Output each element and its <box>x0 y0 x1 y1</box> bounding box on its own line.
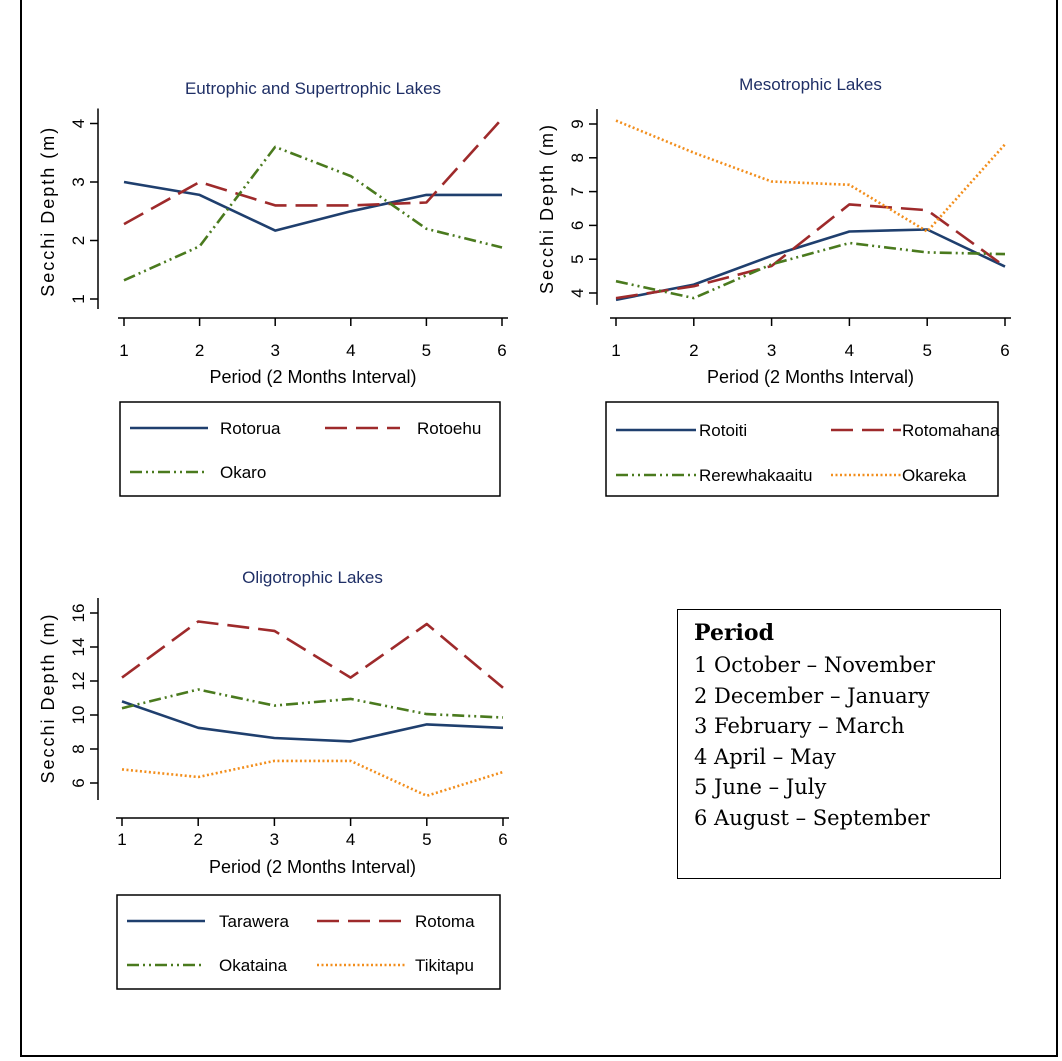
series-line-okaro <box>123 145 503 282</box>
x-tick-label: 3 <box>270 341 279 360</box>
x-tick-label: 2 <box>689 341 698 360</box>
legend-label: Rotoiti <box>699 421 747 440</box>
chart-2: Mesotrophic Lakes 4 5 6 7 8 9 1 2 3 4 5 6 Period (2 M… <box>537 75 1011 497</box>
y-axis-title: Secchi Depth (m) <box>537 123 557 294</box>
series-line-rotoehu <box>123 117 503 226</box>
legend-label: Rotoma <box>415 912 475 931</box>
y-tick-label: 12 <box>69 672 88 691</box>
legend-box <box>119 401 501 497</box>
legend-label: Rotorua <box>220 419 281 438</box>
legend-label: Okareka <box>902 466 967 485</box>
period-box-title: Period <box>694 620 774 646</box>
y-axis-title: Secchi Depth (m) <box>38 126 58 297</box>
x-tick-label: 5 <box>922 341 931 360</box>
x-tick-label: 6 <box>1000 341 1009 360</box>
legend-label: Okaro <box>220 463 266 482</box>
x-axis-title: Period (2 Months Interval) <box>209 857 416 877</box>
x-tick-label: 5 <box>422 341 431 360</box>
chart-title: Eutrophic and Supertrophic Lakes <box>185 79 441 98</box>
legend: Rotoiti Rotomahana Rerewhakaaitu Okareka <box>605 401 1000 497</box>
x-tick-label: 2 <box>193 830 202 849</box>
series-line-rotomahana <box>615 203 1006 300</box>
legend-box <box>116 894 501 990</box>
y-tick-label: 16 <box>69 604 88 623</box>
legend-label: Okataina <box>219 956 288 975</box>
figure-frame <box>20 0 1058 1057</box>
y-tick-label: 3 <box>69 177 88 186</box>
series-line-tikitapu <box>121 759 504 798</box>
period-item-1: 1 October – November <box>694 653 935 677</box>
x-tick-label: 1 <box>119 341 128 360</box>
series-line-tarawera <box>121 700 504 743</box>
x-tick-label: 1 <box>611 341 620 360</box>
chart-title: Oligotrophic Lakes <box>242 568 383 587</box>
y-tick-label: 6 <box>69 778 88 787</box>
x-tick-label: 3 <box>767 341 776 360</box>
period-legend-box: Period 1 October – November 2 December –… <box>677 609 1001 879</box>
x-tick-label: 5 <box>422 830 431 849</box>
x-tick-label: 6 <box>497 341 506 360</box>
x-axis-title: Period (2 Months Interval) <box>707 367 914 387</box>
legend: Rotorua Rotoehu Okaro <box>119 401 501 497</box>
x-tick-label: 6 <box>498 830 507 849</box>
chart-1: Eutrophic and Supertrophic Lakes 1 2 3 4 1 2 3 4… <box>38 79 508 497</box>
legend-label: Rotoehu <box>417 419 481 438</box>
period-item-2: 2 December – January <box>694 683 930 708</box>
period-item-4: 4 April – May <box>694 744 836 769</box>
legend-box <box>605 401 999 497</box>
y-axis-title: Secchi Depth (m) <box>38 612 58 783</box>
x-tick-label: 4 <box>346 341 355 360</box>
y-tick-label: 6 <box>568 221 587 230</box>
y-tick-label: 14 <box>69 638 88 657</box>
y-tick-label: 9 <box>568 119 587 128</box>
x-tick-label: 4 <box>346 830 355 849</box>
y-tick-label: 4 <box>568 288 587 297</box>
legend-label: Tikitapu <box>415 956 474 975</box>
series-line-rerewhakaaitu <box>615 241 1006 300</box>
period-item-3: 3 February – March <box>694 714 905 738</box>
legend-label: Rerewhakaaitu <box>699 466 812 485</box>
x-tick-label: 2 <box>195 341 204 360</box>
y-tick-label: 1 <box>69 294 88 303</box>
series-line-okataina <box>121 688 504 719</box>
y-tick-label: 8 <box>568 153 587 162</box>
x-tick-label: 1 <box>117 830 126 849</box>
x-axis-title: Period (2 Months Interval) <box>209 367 416 387</box>
series-line-rotorua <box>123 180 502 232</box>
legend-label: Rotomahana <box>902 421 1000 440</box>
legend: Tarawera Rotoma Okataina Tikitapu <box>116 894 501 990</box>
y-tick-label: 7 <box>568 187 587 196</box>
y-tick-label: 10 <box>69 706 88 725</box>
x-tick-label: 3 <box>270 830 279 849</box>
y-tick-label: 4 <box>69 119 88 128</box>
chart-title: Mesotrophic Lakes <box>739 75 882 94</box>
x-tick-label: 4 <box>845 341 854 360</box>
series-line-okareka <box>615 119 1006 233</box>
series-line-rotoma <box>121 620 504 689</box>
y-tick-label: 8 <box>69 744 88 753</box>
legend-label: Tarawera <box>219 912 289 931</box>
period-item-6: 6 August – September <box>694 805 930 830</box>
y-tick-label: 2 <box>69 236 88 245</box>
series-line-rotoiti <box>615 228 1006 302</box>
period-item-5: 5 June – July <box>694 775 827 799</box>
y-tick-label: 5 <box>568 254 587 263</box>
